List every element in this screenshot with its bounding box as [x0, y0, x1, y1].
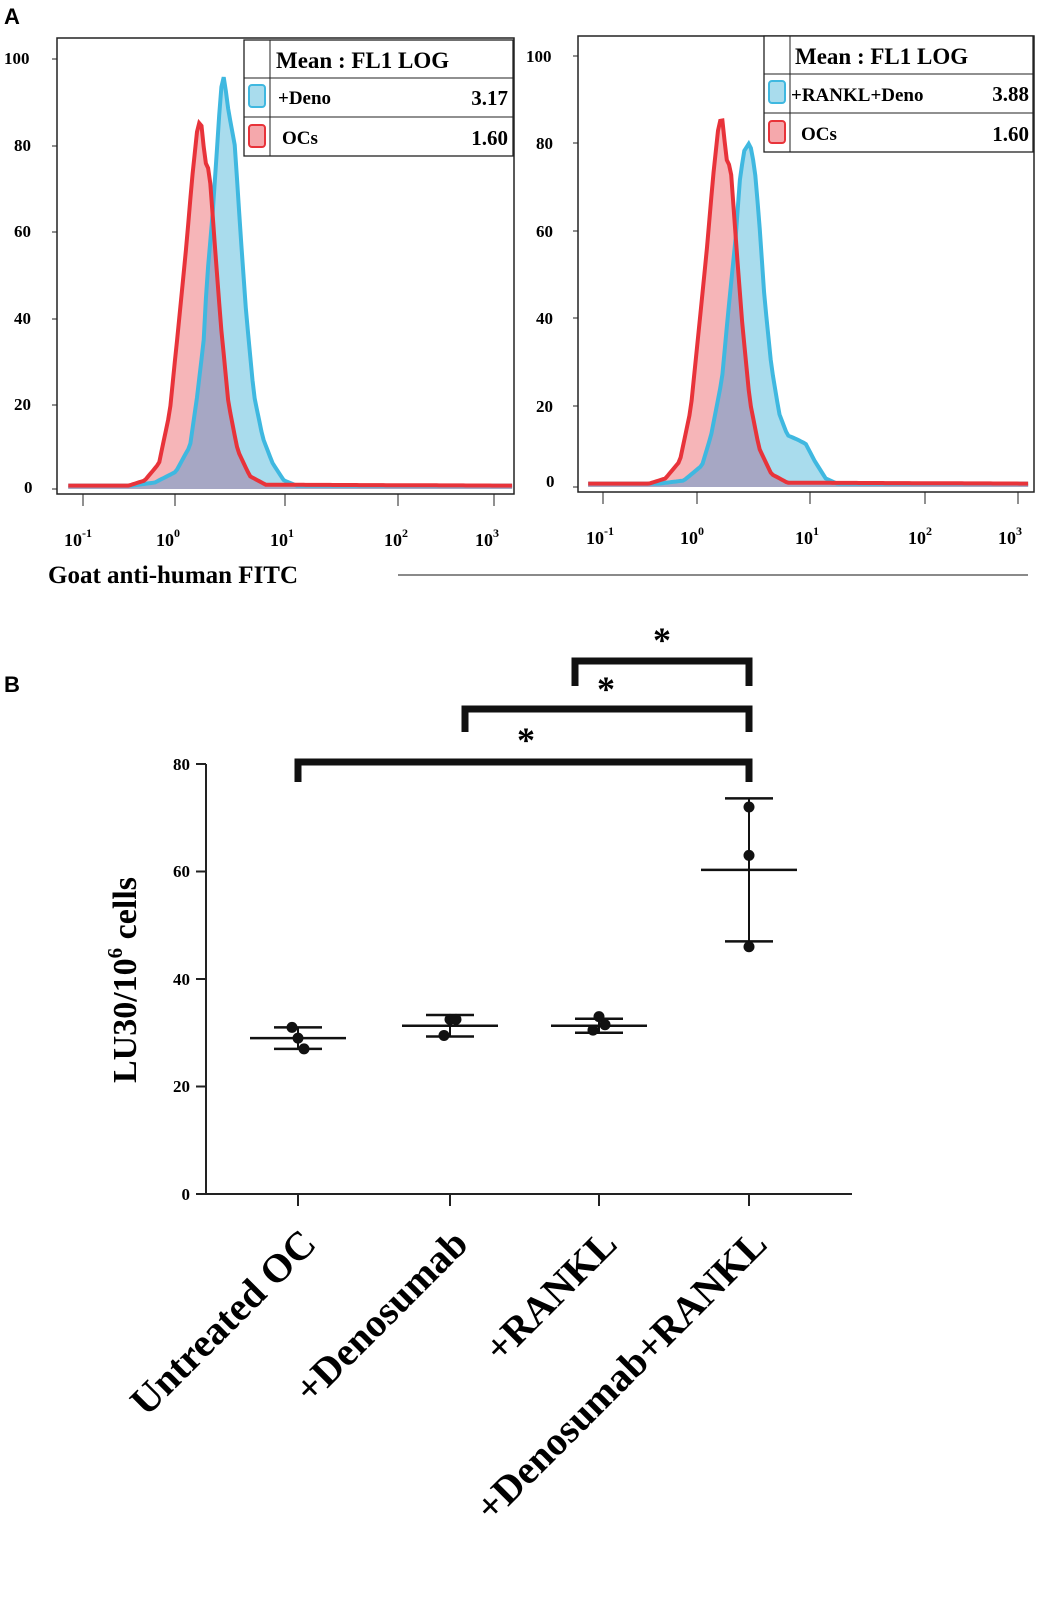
category-label: +RANKL [475, 1221, 625, 1371]
sig-star: * [517, 720, 535, 760]
hist-right-ocs-line [588, 118, 1029, 486]
hist-right-ytick: 60 [536, 222, 553, 241]
bracket-deno-vs-combo [461, 705, 753, 732]
data-point [587, 1024, 599, 1036]
hist-left-ytick: 0 [24, 478, 33, 497]
hist-left-ocs-fill [68, 123, 513, 489]
legend-left-value-deno: 3.17 [471, 86, 508, 110]
scatter-b-yticks: 0 20 40 60 80 [173, 755, 206, 1204]
legend-left-label-ocs: OCs [282, 128, 318, 149]
scatter-b-marks [250, 797, 797, 1055]
scatter-b-ytick: 60 [173, 862, 190, 881]
data-point [593, 1011, 605, 1023]
hist-left-xtick: 100 [156, 526, 180, 550]
histogram-left-yaxis: 0 20 40 60 80 100 [4, 49, 57, 497]
scatter-b-categories: Untreated OC +Denosumab +RANKL +Denosuma… [121, 1221, 775, 1530]
scatter-b: 0 20 40 60 80 LU30/106 cells Untreated O… [103, 620, 852, 1530]
data-point [438, 1029, 450, 1041]
histogram-right-xaxis: 10-1 100 101 102 103 [586, 492, 1022, 548]
hist-left-xtick: 103 [475, 526, 499, 550]
hist-left-ytick: 100 [4, 49, 30, 68]
bracket-untreated-vs-combo [294, 758, 753, 782]
legend-right-header: Mean : FL1 LOG [795, 44, 968, 69]
panel-label-b: B [4, 672, 20, 697]
legend-left-swatch-ocs [248, 124, 266, 148]
hist-right-xtick: 102 [908, 524, 932, 548]
scatter-b-ytick: 20 [173, 1077, 190, 1096]
legend-left-header: Mean : FL1 LOG [276, 48, 449, 73]
scatter-b-ytick: 0 [182, 1185, 191, 1204]
data-point [450, 1013, 462, 1025]
data-point [286, 1021, 298, 1033]
hist-left-xtick: 101 [270, 526, 294, 550]
data-point [298, 1043, 310, 1055]
hist-right-ytick: 20 [536, 397, 553, 416]
histogram-right-fills [588, 118, 1029, 487]
sig-star: * [597, 669, 615, 709]
hist-right-ytick: 100 [526, 47, 552, 66]
histogram-left-fills [68, 76, 513, 489]
scatter-b-ytick: 40 [173, 970, 190, 989]
hist-right-xtick: 101 [795, 524, 819, 548]
panel-label-a: A [4, 4, 20, 29]
legend-right-label-ocs: OCs [801, 124, 837, 145]
data-point [743, 801, 755, 813]
scatter-b-xticks [297, 1194, 750, 1206]
legend-left-value-ocs: 1.60 [471, 126, 508, 150]
hist-right-ytick: 80 [536, 134, 553, 153]
hist-left-xtick: 102 [384, 526, 408, 550]
category-label: Untreated OC [121, 1221, 324, 1424]
histogram-right-legend: Mean : FL1 LOG +RANKL+Deno 3.88 OCs 1.60 [763, 35, 1034, 153]
hist-right-ytick: 40 [536, 309, 553, 328]
hist-left-ytick: 40 [14, 309, 31, 328]
legend-left-swatch-deno [248, 84, 266, 108]
significance-brackets: * * * [294, 620, 753, 782]
hist-right-ocs-fill [588, 120, 1029, 487]
hist-left-overlap-fill [68, 214, 513, 489]
hist-left-xtick: 10-1 [64, 526, 92, 550]
legend-right-swatch-ocs [768, 120, 786, 144]
legend-right-value-ocs: 1.60 [992, 122, 1029, 146]
data-point [599, 1019, 611, 1031]
hist-right-ytick: 0 [546, 472, 555, 491]
scatter-b-ylabel: LU30/106 cells [103, 877, 144, 1083]
histogram-left-xaxis: 10-1 100 101 102 103 [64, 494, 499, 550]
legend-right-value-rankl-deno: 3.88 [992, 82, 1029, 106]
data-point [743, 941, 755, 953]
legend-left-label-deno: +Deno [278, 88, 331, 109]
hist-right-rankl-deno-fill [588, 143, 1029, 487]
hist-right-xtick: 100 [680, 524, 704, 548]
hist-left-ytick: 80 [14, 136, 31, 155]
legend-left-box [243, 39, 514, 157]
bracket-rankl-vs-combo [571, 657, 753, 686]
legend-right-swatch-rankl-deno [768, 80, 786, 104]
histogram-left-legend: Mean : FL1 LOG +Deno 3.17 OCs 1.60 [243, 39, 514, 157]
hist-right-xtick: 103 [998, 524, 1022, 548]
histogram-left: 0 20 40 60 80 100 10-1 100 101 102 103 [4, 37, 515, 550]
hist-right-xtick: 10-1 [586, 524, 614, 548]
hist-left-ytick: 20 [14, 395, 31, 414]
data-point [292, 1032, 304, 1044]
legend-right-label-rankl-deno: +RANKL+Deno [791, 85, 924, 106]
legend-right-box [763, 35, 1034, 153]
hist-left-ytick: 60 [14, 222, 31, 241]
scatter-b-ytick: 80 [173, 755, 190, 774]
sig-star: * [653, 620, 671, 660]
hist-left-ocs-line [68, 118, 513, 488]
data-point [743, 849, 755, 861]
hist-right-rankl-deno-line [588, 139, 1029, 486]
panel-a-xlabel: Goat anti-human FITC [48, 562, 298, 589]
category-label: +Denosumab+RANKL [466, 1221, 775, 1530]
histogram-right: 0 20 40 60 80 100 10-1 100 101 102 103 [48, 35, 1035, 589]
histogram-right-yaxis: 0 20 40 60 80 100 [526, 47, 578, 491]
